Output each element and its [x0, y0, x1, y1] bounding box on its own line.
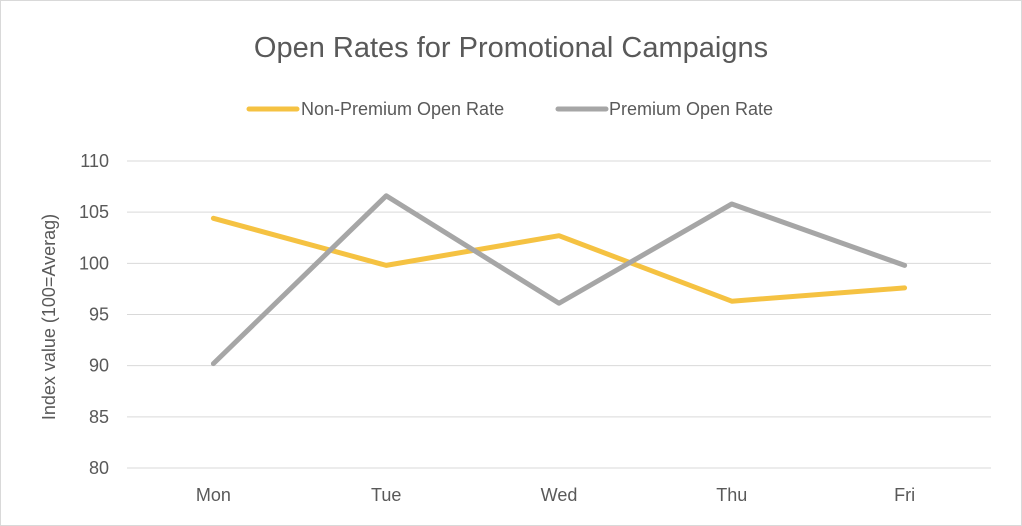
x-tick-label-wed: Wed — [541, 485, 578, 505]
y-tick-label-95: 95 — [89, 305, 109, 325]
legend-label-premium: Premium Open Rate — [609, 99, 773, 119]
gridlines — [127, 160, 991, 469]
legend: Non-Premium Open Rate Premium Open Rate — [246, 99, 773, 119]
y-tick-label-110: 110 — [80, 151, 109, 171]
chart-title: Open Rates for Promotional Campaigns — [254, 32, 768, 64]
y-tick-label-85: 85 — [89, 407, 109, 427]
x-axis-ticks: Mon Tue Wed Thu Fri — [196, 485, 915, 505]
x-tick-label-fri: Fri — [894, 485, 915, 505]
y-tick-label-100: 100 — [79, 253, 109, 273]
x-tick-label-thu: Thu — [716, 485, 747, 505]
x-tick-label-mon: Mon — [196, 485, 231, 505]
y-axis-ticks: 80 85 90 95 100 105 110 — [79, 151, 109, 478]
x-tick-label-tue: Tue — [371, 485, 401, 505]
y-tick-label-105: 105 — [79, 202, 109, 222]
y-axis-label: Index value (100=Averag) — [39, 214, 59, 420]
legend-label-non-premium: Non-Premium Open Rate — [301, 99, 504, 119]
y-tick-label-80: 80 — [89, 458, 109, 478]
y-tick-label-90: 90 — [89, 356, 109, 376]
series-line-premium-open-rate — [210, 193, 908, 367]
series-lines — [210, 193, 908, 367]
